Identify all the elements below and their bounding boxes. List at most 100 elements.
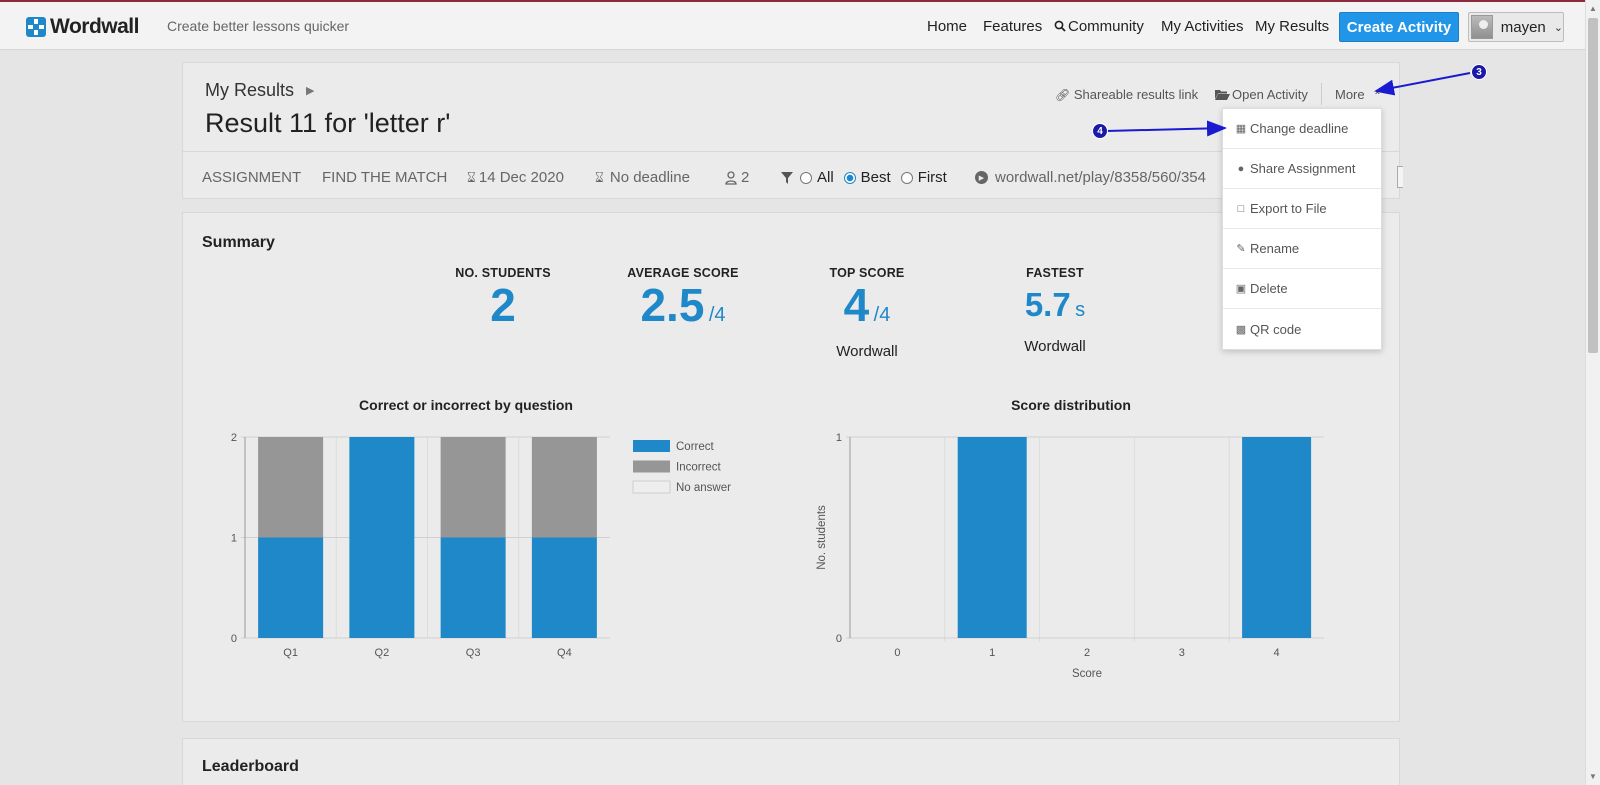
- hourglass-end-icon: ⌛︎: [595, 169, 604, 185]
- filter-all-radio[interactable]: [800, 171, 812, 184]
- filter-first-label[interactable]: First: [917, 169, 947, 186]
- menu-rename-label: Rename: [1250, 241, 1300, 256]
- chart1-title: Correct or incorrect by question: [359, 397, 573, 413]
- stat-top-score: TOP SCORE 4 /4 Wordwall: [817, 266, 917, 360]
- meta-deadline: ⌛︎ No deadline: [595, 169, 690, 186]
- meta-play-url[interactable]: ▶ wordwall.net/play/8358/560/354: [975, 169, 1206, 186]
- play-url-value[interactable]: wordwall.net/play/8358/560/354: [995, 169, 1206, 186]
- chart1-xtick: Q4: [557, 647, 572, 659]
- copy-url-box[interactable]: [1397, 166, 1403, 188]
- open-activity-label: Open Activity: [1232, 87, 1308, 102]
- calendar-icon: ▦: [1235, 123, 1247, 135]
- stat-top-unit: /4: [873, 304, 891, 326]
- menu-export-label: Export to File: [1250, 201, 1327, 216]
- more-label: More: [1335, 87, 1365, 102]
- score-distribution-chart: 0 1 0 1 2 3 4 Score No. students: [816, 432, 1324, 680]
- wordwall-logo[interactable]: Wordwall: [26, 15, 139, 39]
- nav-features[interactable]: Features: [983, 18, 1043, 35]
- user-icon: ●: [1237, 162, 1245, 175]
- menu-change-deadline[interactable]: ▦ Change deadline: [1223, 109, 1381, 149]
- annotation-badge-4: 4: [1092, 123, 1108, 139]
- stat-students-value: 2: [490, 279, 516, 331]
- meta-deadline-value: No deadline: [609, 169, 690, 186]
- menu-delete[interactable]: ▣ Delete: [1223, 269, 1381, 309]
- meta-date-value: 14 Dec 2020: [478, 169, 564, 186]
- chart2-xtick: 2: [1084, 647, 1090, 659]
- chart1-legend-label: Correct: [676, 441, 715, 453]
- file-excel-icon: □: [1237, 202, 1245, 215]
- more-menu-toggle[interactable]: More ⌃: [1335, 87, 1382, 102]
- chart2-bar: [957, 437, 1027, 638]
- chart1-legend-swatch: [633, 460, 670, 473]
- menu-share-assignment-label: Share Assignment: [1250, 161, 1356, 176]
- chart1-ytick: 1: [231, 533, 237, 545]
- stat-fastest-name: Wordwall: [1024, 338, 1086, 355]
- scroll-up-icon[interactable]: ▲: [1589, 4, 1597, 13]
- chart1-xtick: Q2: [375, 647, 390, 659]
- questions-chart: 0 1 2 Q1 Q2 Q3 Q4 Correct Incorrect No answer: [231, 432, 731, 659]
- chart1-bar-correct: [531, 537, 597, 638]
- folder-open-icon: [1215, 90, 1230, 100]
- scroll-down-icon[interactable]: ▼: [1589, 772, 1597, 781]
- chart1-legend-label: Incorrect: [676, 462, 722, 474]
- filter-all-label[interactable]: All: [817, 169, 834, 186]
- page-scrollbar[interactable]: ▲ ▼: [1585, 0, 1600, 785]
- chart1-xtick: Q1: [283, 647, 298, 659]
- stat-top-name: Wordwall: [836, 343, 898, 360]
- nav-my-results[interactable]: My Results: [1255, 18, 1330, 35]
- stat-average-label: AVERAGE SCORE: [627, 266, 739, 280]
- stat-average: AVERAGE SCORE 2.5 /4: [623, 266, 743, 342]
- nav-community[interactable]: Community: [1054, 18, 1144, 35]
- scroll-thumb[interactable]: [1588, 18, 1598, 353]
- chart1-bar-incorrect: [440, 437, 506, 538]
- chart2-xtick: 3: [1179, 647, 1185, 659]
- action-separator: [1321, 83, 1322, 105]
- breadcrumb-my-results[interactable]: My Results: [205, 80, 295, 100]
- qrcode-icon: ▩: [1235, 323, 1247, 336]
- user-outline-icon: [725, 170, 737, 185]
- chart2-bar: [1242, 437, 1312, 638]
- meta-template: FIND THE MATCH: [322, 169, 448, 186]
- tagline: Create better lessons quicker: [167, 18, 350, 34]
- summary-title: Summary: [202, 234, 275, 251]
- meta-date: ⌛︎ 14 Dec 2020: [467, 169, 564, 186]
- header-divider: [183, 151, 1399, 152]
- nav-my-activities[interactable]: My Activities: [1161, 18, 1244, 35]
- meta-students-value: 2: [741, 169, 750, 186]
- nav-home[interactable]: Home: [927, 18, 968, 35]
- summary-card: Summary NO. STUDENTS 2 AVERAGE SCORE 2.5…: [182, 212, 1400, 722]
- shareable-results-link[interactable]: 🔗︎ Shareable results link: [1055, 87, 1198, 102]
- menu-qr-code[interactable]: ▩ QR code: [1223, 309, 1381, 349]
- avatar: [1471, 15, 1493, 39]
- meta-filter: All Best First: [781, 169, 947, 186]
- menu-export-to-file[interactable]: □ Export to File: [1223, 189, 1381, 229]
- chart1-ytick: 2: [231, 432, 237, 444]
- menu-delete-label: Delete: [1250, 281, 1288, 296]
- stat-top-value: 4: [843, 279, 870, 331]
- leaderboard-card: Leaderboard: [182, 738, 1400, 785]
- stat-fastest-value: 5.7: [1024, 286, 1071, 323]
- hourglass-icon: ⌛︎: [467, 169, 476, 185]
- menu-share-assignment[interactable]: ● Share Assignment: [1223, 149, 1381, 189]
- chart1-bar-incorrect: [258, 437, 324, 538]
- shareable-results-link-label: Shareable results link: [1073, 87, 1199, 102]
- result-header-card: My Results ▶ Result 11 for 'letter r' 🔗︎ …: [182, 62, 1403, 199]
- user-menu-button[interactable]: mayen ⌄: [1468, 12, 1564, 42]
- stat-fastest: FASTEST 5.7 s Wordwall: [1005, 266, 1105, 355]
- open-activity-link[interactable]: Open Activity: [1215, 87, 1308, 102]
- logo-text: Wordwall: [50, 15, 139, 38]
- filter-best-label[interactable]: Best: [860, 169, 891, 186]
- search-icon: [1054, 20, 1066, 32]
- stat-students-label: NO. STUDENTS: [455, 266, 551, 280]
- chart2-xlabel: Score: [1072, 668, 1102, 680]
- breadcrumb[interactable]: My Results ▶: [205, 80, 314, 101]
- create-activity-button[interactable]: Create Activity: [1339, 12, 1459, 42]
- play-circle-icon: ▶: [975, 171, 988, 184]
- chart1-ytick: 0: [231, 633, 237, 645]
- chart1-legend-swatch: [633, 440, 670, 452]
- filter-best-radio[interactable]: [843, 171, 856, 184]
- stat-average-value: 2.5: [640, 279, 705, 331]
- menu-rename[interactable]: ✎ Rename: [1223, 229, 1381, 269]
- filter-first-radio[interactable]: [900, 171, 913, 184]
- chevron-down-icon: ⌄: [1553, 21, 1563, 34]
